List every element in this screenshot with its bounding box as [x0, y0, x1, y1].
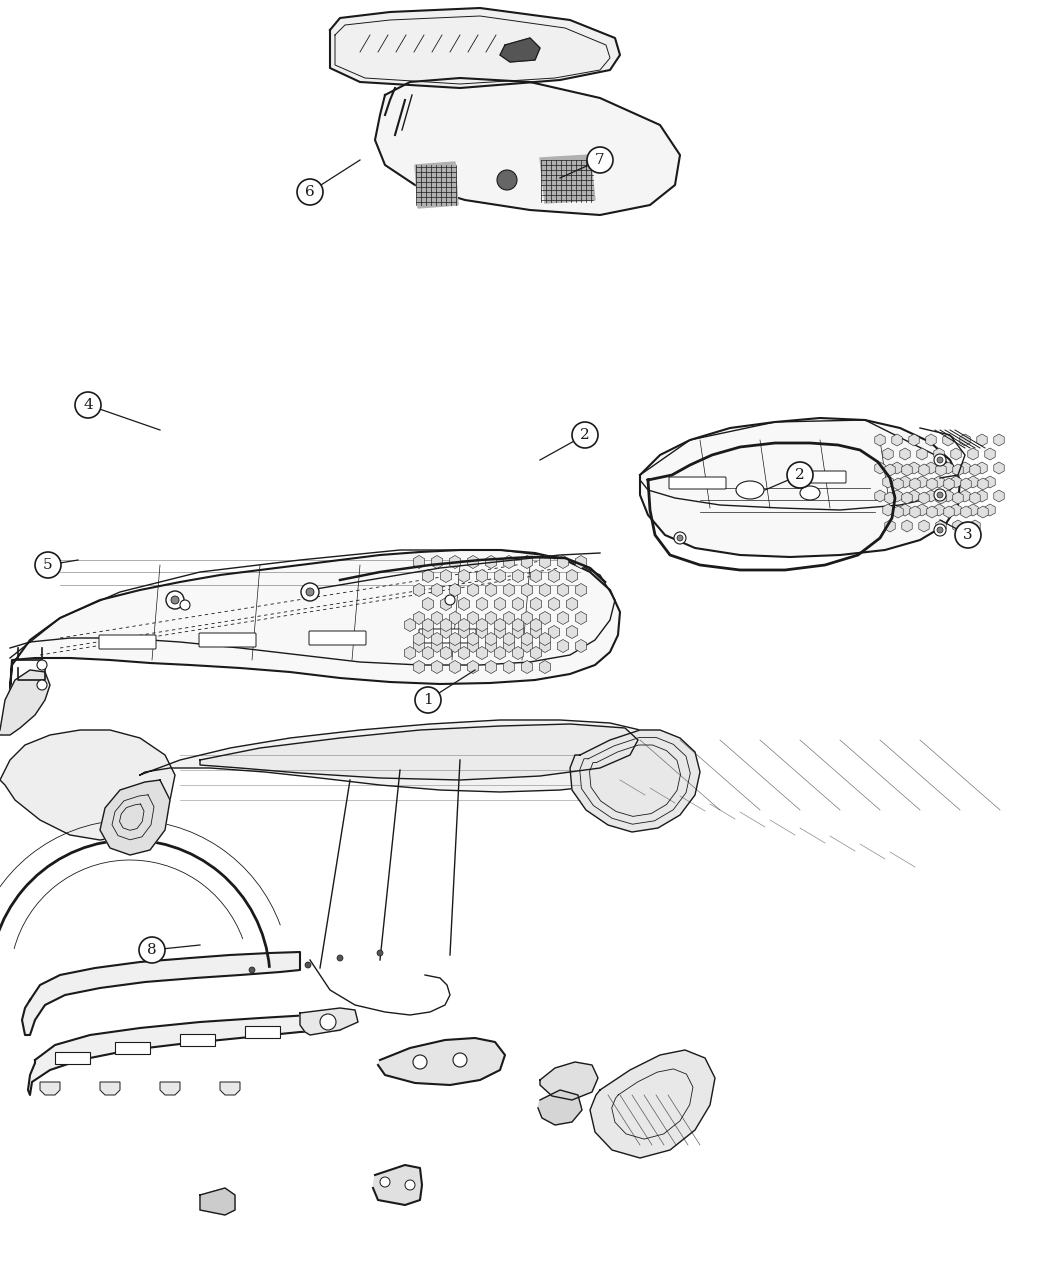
Circle shape	[171, 595, 178, 604]
Text: 1: 1	[423, 694, 433, 708]
Polygon shape	[590, 1051, 715, 1158]
Circle shape	[377, 950, 383, 956]
Circle shape	[788, 462, 813, 488]
Polygon shape	[378, 1038, 505, 1085]
Circle shape	[445, 595, 455, 606]
Circle shape	[337, 955, 343, 961]
Circle shape	[75, 391, 101, 418]
Polygon shape	[220, 1082, 240, 1095]
Polygon shape	[40, 1082, 60, 1095]
Circle shape	[453, 1053, 467, 1067]
Circle shape	[677, 536, 682, 541]
Circle shape	[180, 601, 190, 609]
Circle shape	[301, 583, 319, 601]
Circle shape	[934, 490, 946, 501]
Polygon shape	[415, 162, 458, 208]
FancyBboxPatch shape	[789, 470, 846, 483]
Circle shape	[166, 592, 184, 609]
Circle shape	[139, 937, 165, 963]
Polygon shape	[375, 78, 680, 215]
Ellipse shape	[800, 486, 820, 500]
Text: 2: 2	[795, 468, 805, 482]
Circle shape	[405, 1179, 415, 1190]
Circle shape	[956, 521, 981, 548]
Circle shape	[934, 454, 946, 465]
Polygon shape	[540, 156, 595, 203]
Text: 6: 6	[306, 185, 315, 199]
Circle shape	[937, 456, 943, 463]
FancyBboxPatch shape	[419, 629, 476, 643]
Circle shape	[35, 552, 61, 578]
Polygon shape	[100, 780, 170, 856]
Text: 3: 3	[963, 528, 972, 542]
Polygon shape	[180, 1034, 215, 1046]
Text: 7: 7	[595, 153, 605, 167]
Polygon shape	[640, 418, 960, 557]
Circle shape	[937, 527, 943, 533]
Circle shape	[320, 1014, 336, 1030]
Polygon shape	[28, 1014, 340, 1095]
Polygon shape	[0, 731, 175, 840]
Polygon shape	[100, 1082, 120, 1095]
Circle shape	[587, 147, 613, 173]
Circle shape	[306, 588, 314, 595]
Polygon shape	[540, 1062, 598, 1100]
Circle shape	[497, 170, 517, 190]
Text: 4: 4	[83, 398, 92, 412]
Circle shape	[937, 492, 943, 499]
Polygon shape	[330, 8, 620, 88]
Circle shape	[572, 422, 598, 448]
Circle shape	[304, 963, 311, 968]
Polygon shape	[538, 1090, 582, 1125]
Circle shape	[380, 1177, 390, 1187]
Ellipse shape	[736, 481, 764, 499]
Circle shape	[37, 680, 47, 690]
Circle shape	[674, 532, 686, 544]
Polygon shape	[116, 1042, 150, 1054]
Text: 2: 2	[580, 428, 590, 442]
Polygon shape	[10, 550, 620, 690]
FancyBboxPatch shape	[99, 635, 156, 649]
Circle shape	[249, 966, 255, 973]
Text: 5: 5	[43, 558, 53, 572]
Polygon shape	[55, 1052, 90, 1065]
Polygon shape	[245, 1026, 280, 1038]
Polygon shape	[22, 952, 300, 1035]
Polygon shape	[373, 1165, 422, 1205]
FancyBboxPatch shape	[309, 631, 366, 645]
Polygon shape	[140, 720, 650, 792]
Polygon shape	[0, 669, 50, 734]
Polygon shape	[200, 1188, 235, 1215]
Circle shape	[37, 660, 47, 669]
Circle shape	[297, 179, 323, 205]
Polygon shape	[300, 1009, 358, 1035]
Text: 8: 8	[147, 944, 156, 958]
Polygon shape	[160, 1082, 180, 1095]
Circle shape	[934, 524, 946, 536]
Polygon shape	[500, 38, 540, 62]
Polygon shape	[200, 724, 638, 780]
Polygon shape	[570, 731, 700, 833]
FancyBboxPatch shape	[200, 632, 256, 646]
Circle shape	[413, 1054, 427, 1068]
Circle shape	[415, 687, 441, 713]
FancyBboxPatch shape	[669, 477, 726, 490]
